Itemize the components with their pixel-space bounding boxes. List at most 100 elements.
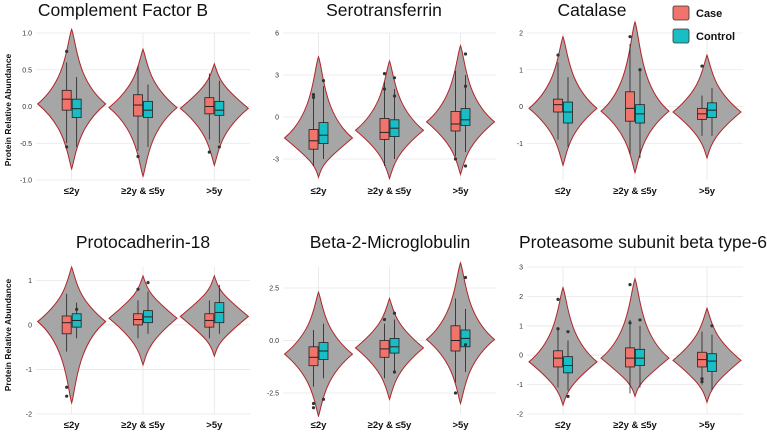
y-tick-label: -1 xyxy=(517,382,523,389)
outlier-point xyxy=(556,327,560,331)
panel-title: Serotransferrin xyxy=(326,0,442,20)
outlier-point xyxy=(65,145,69,149)
box-control xyxy=(707,353,717,372)
panel-1: -1.0 -0.5 0.0 0.5 1.0 Complement Factor B ≤2y ≥… xyxy=(20,0,250,197)
violin xyxy=(179,62,250,167)
panel-title: Protocadherin-18 xyxy=(76,232,210,252)
y-tick-label: 1 xyxy=(519,323,523,330)
y-tick-label: 0.0 xyxy=(22,104,32,111)
x-tick-label: ≥2y & ≤5y xyxy=(613,420,657,431)
panel-3: -1 0 1 2 Catalase ≤2y ≥2y & ≤5y >5y xyxy=(517,0,743,197)
box-case xyxy=(553,98,563,113)
violin xyxy=(425,44,496,176)
panel-5: -2.5 0.0 2.5 Beta-2-Microglobulin ≤2y ≥2y & ≤… xyxy=(267,232,496,431)
violin xyxy=(36,265,107,405)
legend-swatch-control xyxy=(672,28,690,44)
y-tick-label: 0 xyxy=(275,115,279,122)
y-tick-label: -2 xyxy=(26,412,32,419)
y-tick-label: 1.0 xyxy=(22,31,32,38)
y-tick-label: 0.5 xyxy=(22,67,32,74)
violin xyxy=(108,47,178,178)
y-tick-label: -0.5 xyxy=(20,141,32,148)
y-tick-label: 1 xyxy=(28,278,32,285)
outlier-point xyxy=(463,164,468,168)
box-case xyxy=(450,111,461,132)
box-case xyxy=(379,118,390,140)
violin xyxy=(354,297,425,401)
y-tick-label: 6 xyxy=(275,31,279,38)
box-case xyxy=(308,129,319,150)
outlier-point xyxy=(146,280,150,285)
y-tick-label: 0 xyxy=(519,353,523,360)
box-control xyxy=(563,356,573,374)
outlier-point xyxy=(628,35,632,39)
x-tick-label: >5y xyxy=(206,186,223,197)
legend: Case Control xyxy=(672,5,735,44)
x-tick-label: ≥2y & ≤5y xyxy=(121,420,165,431)
outlier-point xyxy=(556,297,560,301)
violin xyxy=(672,53,742,160)
violin xyxy=(36,27,107,171)
x-tick-label: ≥2y & ≤5y xyxy=(368,186,412,197)
x-tick-label: >5y xyxy=(699,420,716,431)
outlier-point xyxy=(463,52,468,56)
x-tick-label: >5y xyxy=(206,420,223,431)
outlier-point xyxy=(566,330,570,334)
outlier-point xyxy=(65,49,69,53)
outlier-point xyxy=(392,76,397,80)
box-control xyxy=(143,100,153,118)
outlier-point xyxy=(628,283,632,287)
box-case xyxy=(553,350,563,368)
y-tick-label: -3 xyxy=(273,157,279,164)
outlier-point xyxy=(136,287,140,291)
box-case xyxy=(61,315,72,335)
x-tick-label: >5y xyxy=(452,420,469,431)
y-tick-label: -1 xyxy=(517,141,523,148)
y-tick-label: 0 xyxy=(28,322,32,329)
outlier-point xyxy=(453,157,458,161)
violin xyxy=(425,261,496,406)
outlier-point xyxy=(382,317,387,322)
panel-title: Catalase xyxy=(557,0,626,20)
outlier-point xyxy=(392,311,397,315)
x-tick-label: ≤2y xyxy=(311,420,327,431)
outlier-point xyxy=(321,79,326,83)
legend-label-control: Control xyxy=(696,31,735,43)
outlier-point xyxy=(65,394,69,398)
outlier-point xyxy=(700,377,704,381)
panel-6: -2 -1 0 1 2 3 Proteasome subunit beta type-6 ≤2… xyxy=(517,232,767,431)
box-case xyxy=(625,347,635,368)
outlier-point xyxy=(700,64,704,68)
box-control xyxy=(389,337,400,354)
violin xyxy=(179,274,250,358)
outlier-point xyxy=(392,94,397,98)
outlier-point xyxy=(207,150,211,154)
outlier-point xyxy=(463,275,468,280)
y-tick-label: -2.5 xyxy=(267,391,279,398)
y-tick-label: -2 xyxy=(517,412,523,419)
y-tick-label: 3 xyxy=(275,73,279,80)
outlier-point xyxy=(382,72,387,76)
violin xyxy=(672,306,742,404)
outlier-point xyxy=(65,385,69,389)
box-case xyxy=(308,346,319,367)
x-tick-label: ≤2y xyxy=(311,186,327,197)
y-tick-label: 2 xyxy=(519,31,523,38)
y-tick-label: 3 xyxy=(519,265,523,272)
box-case xyxy=(450,325,461,352)
outlier-point xyxy=(321,397,326,401)
outlier-point xyxy=(628,321,632,325)
legend-swatch-case xyxy=(672,5,690,21)
box-control xyxy=(214,100,225,116)
y-tick-label: -1 xyxy=(26,367,32,374)
x-tick-label: ≤2y xyxy=(555,186,571,197)
violin xyxy=(528,35,598,167)
x-tick-label: >5y xyxy=(452,186,469,197)
outlier-point xyxy=(136,154,140,159)
outlier-point xyxy=(382,87,387,91)
violin xyxy=(600,277,670,398)
violin xyxy=(283,290,354,418)
violin xyxy=(600,20,670,175)
x-tick-label: ≤2y xyxy=(555,420,571,431)
